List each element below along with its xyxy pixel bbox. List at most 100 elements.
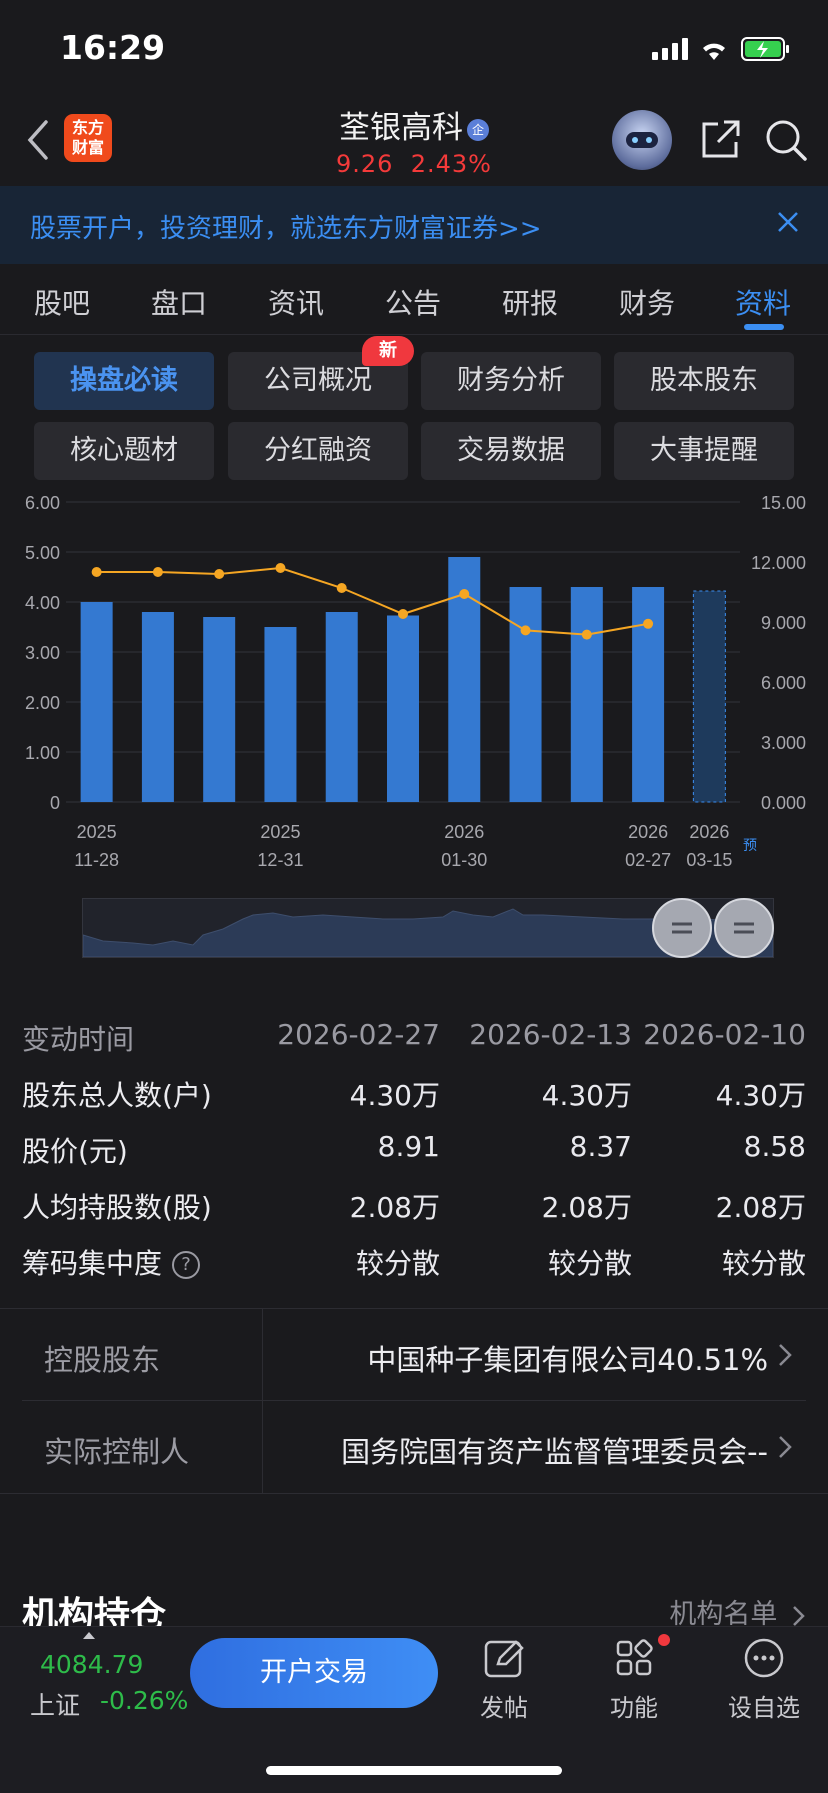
subcat-core-themes[interactable]: 核心题材 bbox=[34, 422, 214, 480]
subcat-trading-data[interactable]: 交易数据 bbox=[421, 422, 601, 480]
x-tick-label-year: 2025 bbox=[260, 822, 300, 842]
open-account-button[interactable]: 开户交易 bbox=[190, 1638, 438, 1708]
chart-bar bbox=[387, 615, 419, 802]
table-row: 筹码集中度? 较分散 较分散 较分散 bbox=[22, 1247, 806, 1280]
chart-bar bbox=[509, 587, 542, 802]
post-button[interactable]: 发帖 bbox=[464, 1636, 544, 1723]
y-tick-label-left: 5.00 bbox=[25, 543, 60, 563]
more-icon bbox=[744, 1638, 784, 1678]
status-icons bbox=[652, 36, 792, 68]
subcat-shareholders[interactable]: 股本股东 bbox=[614, 352, 794, 410]
index-value[interactable]: 4084.79 bbox=[40, 1650, 144, 1679]
tab-finance[interactable]: 财务 bbox=[619, 287, 676, 320]
promo-banner[interactable] bbox=[0, 186, 828, 264]
x-tick-label-year: 2026 bbox=[689, 822, 729, 842]
table-row: 股价(元) 8.91 8.37 8.58 bbox=[22, 1130, 806, 1168]
subcat-trading-guide[interactable]: 操盘必读 bbox=[34, 352, 214, 410]
table-row: 股东总人数(户) 4.30万 4.30万 4.30万 bbox=[22, 1079, 806, 1112]
table-row: 人均持股数(股) 2.08万 2.08万 2.08万 bbox=[22, 1191, 806, 1224]
chart-price-point bbox=[152, 567, 163, 577]
x-tick-label-year: 2026 bbox=[444, 822, 484, 842]
institution-list-link[interactable]: 机构名单 bbox=[669, 1592, 806, 1631]
subcat-dividend-financing[interactable]: 分红融资 bbox=[228, 422, 408, 480]
x-tick-label-date: 12-31 bbox=[257, 850, 303, 868]
chart-price-point bbox=[520, 625, 531, 636]
home-indicator bbox=[266, 1766, 562, 1775]
y-tick-label-left: 2.00 bbox=[25, 693, 60, 713]
wifi-icon bbox=[703, 43, 725, 60]
grid-icon bbox=[616, 1639, 653, 1676]
x-tick-label-date: 03-15 bbox=[686, 850, 732, 868]
enterprise-tag: 企 bbox=[467, 118, 489, 141]
y-tick-label-right: 0.000 bbox=[761, 793, 806, 813]
eastmoney-logo: 东方 财富 bbox=[64, 114, 112, 162]
add-watchlist-button[interactable]: 设自选 bbox=[724, 1636, 804, 1723]
x-tick-label-date: 02-27 bbox=[625, 850, 671, 868]
range-handle-right[interactable] bbox=[714, 898, 774, 958]
signal-icon bbox=[652, 38, 688, 60]
forecast-label: 预 bbox=[743, 837, 757, 853]
index-name[interactable]: 上证 bbox=[30, 1691, 81, 1720]
actual-controller-row[interactable]: 实际控制人 国务院国有资产监督管理委员会-- bbox=[0, 1401, 828, 1493]
subcat-financial-analysis[interactable]: 财务分析 bbox=[421, 352, 601, 410]
tab-news[interactable]: 资讯 bbox=[268, 287, 325, 320]
y-tick-label-left: 1.00 bbox=[25, 743, 60, 763]
tab-research[interactable]: 研报 bbox=[502, 287, 559, 320]
function-button[interactable]: 功能 bbox=[594, 1634, 674, 1723]
index-change[interactable]: -0.26% bbox=[100, 1686, 189, 1715]
chevron-right-icon bbox=[793, 1605, 805, 1626]
shareholder-chart[interactable]: 0 1.00 2.00 3.00 4.00 5.00 6.00 0.000 3.000 6.00… bbox=[0, 488, 828, 868]
y-tick-label-right: 12.000 bbox=[751, 553, 806, 573]
tab-bar: 股吧 盘口 资讯 公告 研报 财务 资料 bbox=[0, 270, 828, 334]
back-icon[interactable] bbox=[24, 118, 52, 162]
caret-up-icon[interactable] bbox=[82, 1630, 96, 1640]
chart-bar bbox=[80, 602, 113, 802]
subcat-company-overview[interactable]: 公司概况 bbox=[228, 352, 408, 410]
y-tick-label-left: 3.00 bbox=[25, 643, 60, 663]
chevron-right-icon bbox=[779, 1344, 792, 1366]
chart-price-point bbox=[275, 563, 286, 573]
chart-bar bbox=[264, 627, 297, 802]
stock-price: 9.26 bbox=[336, 150, 394, 178]
tab-announcement[interactable]: 公告 bbox=[385, 287, 442, 320]
assistant-robot-icon[interactable] bbox=[612, 110, 672, 170]
notification-dot bbox=[658, 1634, 670, 1646]
y-tick-label-right: 3.000 bbox=[761, 733, 806, 753]
tab-divider bbox=[0, 334, 828, 335]
x-tick-label-year: 2025 bbox=[77, 822, 117, 842]
chart-price-point bbox=[398, 609, 408, 619]
close-icon[interactable] bbox=[776, 210, 800, 234]
help-icon[interactable]: ? bbox=[172, 1251, 201, 1279]
y-tick-label-right: 15.00 bbox=[761, 493, 806, 513]
y-tick-label-left: 0 bbox=[50, 793, 60, 813]
share-icon[interactable] bbox=[698, 118, 742, 162]
y-tick-label-right: 9.000 bbox=[761, 613, 806, 633]
range-slider-preview bbox=[82, 908, 774, 958]
y-tick-label-right: 6.000 bbox=[761, 673, 806, 693]
chart-bar-forecast bbox=[692, 590, 726, 803]
stock-name: 荃银高科企 bbox=[0, 102, 828, 147]
x-tick-label-date: 01-30 bbox=[441, 850, 487, 868]
promo-banner-text[interactable]: 股票开户，投资理财，就选东方财富证券>> bbox=[30, 214, 542, 244]
chart-price-point bbox=[581, 629, 592, 640]
chart-bar bbox=[570, 587, 603, 802]
tab-pankou[interactable]: 盘口 bbox=[151, 287, 208, 320]
chart-price-point bbox=[336, 583, 347, 593]
chart-bar bbox=[141, 612, 174, 802]
controller-box: 控股股东 中国种子集团有限公司40.51% 实际控制人 国务院国有资产监督管理委… bbox=[0, 1308, 828, 1494]
tab-guba[interactable]: 股吧 bbox=[34, 287, 91, 320]
chart-price-line bbox=[96, 566, 649, 636]
range-handle-left[interactable] bbox=[652, 898, 712, 958]
chart-price-point bbox=[91, 567, 102, 577]
edit-icon bbox=[484, 1640, 524, 1678]
new-badge: 新 bbox=[362, 336, 414, 366]
stock-price-line: 9.26 2.43% bbox=[0, 150, 828, 178]
chevron-right-icon bbox=[779, 1436, 792, 1458]
controlling-shareholder-row[interactable]: 控股股东 中国种子集团有限公司40.51% bbox=[0, 1309, 828, 1401]
chart-price-point bbox=[214, 569, 225, 579]
x-tick-label-date: 11-28 bbox=[74, 850, 119, 868]
subcat-events[interactable]: 大事提醒 bbox=[614, 422, 794, 480]
tab-profile[interactable]: 资料 bbox=[735, 287, 792, 320]
y-tick-label-left: 6.00 bbox=[25, 493, 60, 513]
search-icon[interactable] bbox=[764, 118, 808, 162]
